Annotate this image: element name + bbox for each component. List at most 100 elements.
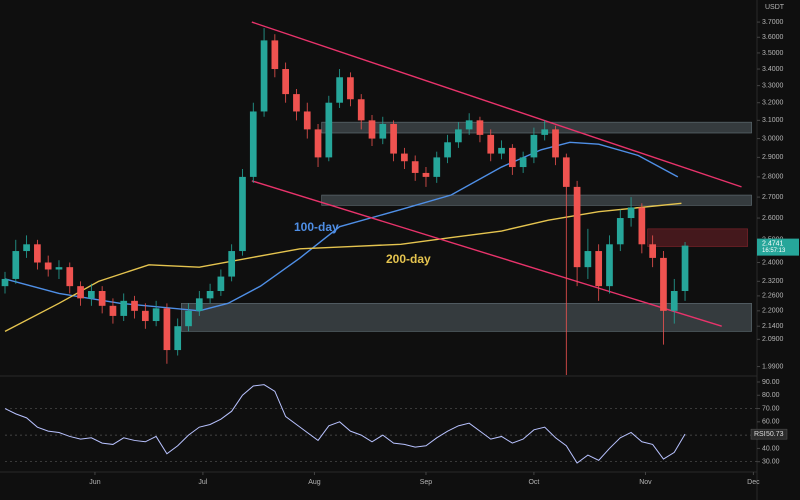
y-tick-label: 2.9000 <box>762 154 784 161</box>
candle-body <box>174 326 182 351</box>
candle-body <box>325 102 333 158</box>
y-tick-label: 3.5000 <box>762 50 784 57</box>
candle-body <box>185 310 192 327</box>
candle-body <box>282 69 289 95</box>
rsi-line <box>4 384 686 464</box>
candle-body <box>98 290 106 306</box>
candle-body <box>34 244 41 263</box>
y-tick-label: 3.3000 <box>762 82 784 89</box>
x-tick-label: Sep <box>420 479 433 486</box>
x-tick-label: Nov <box>639 479 652 486</box>
candle-body <box>519 157 527 168</box>
candle-body <box>23 244 30 252</box>
candle-body <box>638 207 646 245</box>
zone <box>647 228 748 247</box>
currency-label: USDT <box>765 4 785 11</box>
y-tick-label: 2.3200 <box>762 278 784 285</box>
ma-label: 200-day <box>386 252 431 266</box>
candle-body <box>627 207 635 219</box>
candle-body <box>498 147 505 154</box>
y-tick-label: 3.4000 <box>762 66 784 73</box>
x-tick-label: Aug <box>308 479 321 486</box>
candle-body <box>357 99 365 121</box>
candle-body <box>379 123 387 139</box>
y-tick-label: 2.0900 <box>762 336 784 343</box>
candle-body <box>249 111 257 177</box>
candle-body <box>141 310 149 322</box>
trendline <box>251 180 722 327</box>
y-tick-label: 40.00 <box>762 445 780 452</box>
ma-label: 100-day <box>294 220 339 234</box>
x-tick-label: Dec <box>747 479 760 486</box>
candle-body <box>552 129 559 158</box>
candle-body <box>660 257 667 311</box>
candle-body <box>66 267 74 287</box>
y-tick-label: 2.2600 <box>762 293 784 300</box>
candle-body <box>541 129 549 135</box>
candle-body <box>44 262 52 270</box>
y-tick-label: 2.1400 <box>762 323 784 330</box>
zone <box>321 194 752 206</box>
y-tick-label: 3.7000 <box>762 19 784 26</box>
candle-body <box>336 77 343 103</box>
y-tick-label: 3.2000 <box>762 100 784 107</box>
y-tick-label: 2.7000 <box>762 194 784 201</box>
rsi-badge-value: 50.73 <box>766 431 784 438</box>
candle-body <box>616 218 624 245</box>
y-tick-label: 60.00 <box>762 419 780 426</box>
zone <box>321 121 752 134</box>
moving-average <box>4 202 682 333</box>
x-tick-label: Oct <box>528 479 539 486</box>
y-tick-label: 3.0000 <box>762 135 784 142</box>
countdown: 16:57:13 <box>762 248 786 254</box>
candle-body <box>455 129 462 143</box>
candle-body <box>152 308 160 322</box>
candle-body <box>314 129 322 158</box>
candle-body <box>228 251 236 277</box>
candle-body <box>670 290 678 311</box>
candle-body <box>77 286 84 299</box>
candle-body <box>401 153 408 162</box>
candle-body <box>303 111 311 130</box>
candle-body <box>271 40 279 70</box>
candle-body <box>562 157 570 187</box>
candle-body <box>1 278 9 287</box>
candle-body <box>606 244 613 287</box>
candle-body <box>195 298 203 311</box>
candle-body <box>131 300 138 311</box>
candle-body <box>239 176 246 252</box>
candle-body <box>487 134 495 154</box>
y-tick-label: 2.4000 <box>762 259 784 266</box>
candle-body <box>444 142 451 158</box>
trendline <box>251 21 742 188</box>
y-tick-label: 70.00 <box>762 405 780 412</box>
candle-body <box>206 290 214 299</box>
candle-body <box>163 308 171 351</box>
y-tick-label: 1.9900 <box>762 363 784 370</box>
candle-body <box>465 120 473 130</box>
candle-body <box>433 157 441 177</box>
candle-body <box>217 276 225 291</box>
candle-body <box>422 172 430 177</box>
candle-body <box>260 40 268 112</box>
candle-body <box>88 290 95 299</box>
y-tick-label: 90.00 <box>762 379 780 386</box>
candle-body <box>12 251 20 279</box>
candle-body <box>55 267 63 270</box>
y-tick-label: 2.8000 <box>762 174 784 181</box>
candle-body <box>293 94 300 112</box>
x-tick-label: Jul <box>198 479 207 486</box>
candle-body <box>573 186 581 268</box>
candle-body <box>390 123 397 154</box>
candle-body <box>411 161 419 173</box>
candle-body <box>120 300 128 316</box>
candle-body <box>347 77 354 100</box>
y-tick-label: 80.00 <box>762 392 780 399</box>
y-tick-label: 3.6000 <box>762 34 784 41</box>
y-tick-label: 30.00 <box>762 459 780 466</box>
price-badge-value: 2.4741 <box>762 240 784 247</box>
y-tick-label: 2.2000 <box>762 308 784 315</box>
candle-body <box>109 305 117 316</box>
